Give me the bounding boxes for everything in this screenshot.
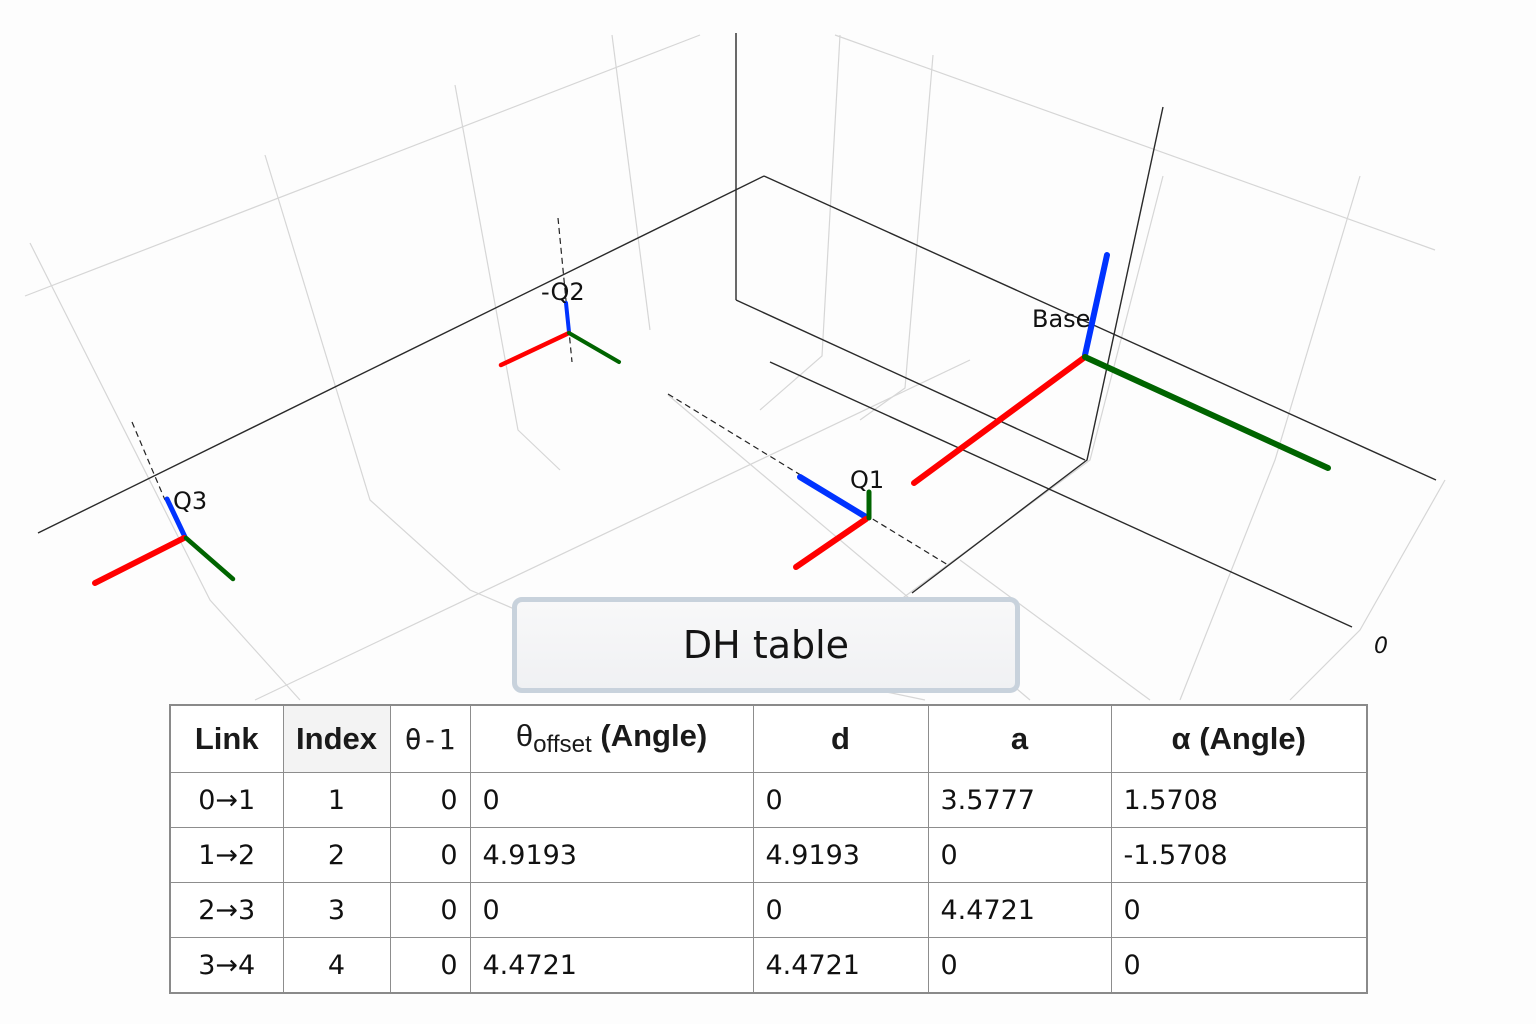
column-header-alpha: α (Angle)	[1110, 704, 1368, 773]
column-header-link: Link	[169, 704, 284, 773]
z-axis-icon	[164, 496, 188, 540]
cell-a: 0	[927, 937, 1112, 994]
frame-label-q2: -Q2	[541, 278, 585, 306]
cell-d: 4.9193	[752, 827, 929, 883]
z-axis-icon	[1082, 252, 1110, 358]
cell-index: 1	[282, 772, 391, 828]
offset-subscript: offset	[533, 731, 592, 759]
cell-theta-prev: 0	[389, 937, 471, 994]
z-axis-icon	[797, 474, 869, 520]
column-header-index[interactable]: Index	[282, 704, 391, 773]
cell-alpha: 1.5708	[1110, 772, 1368, 828]
frame-base[interactable]: Base	[911, 252, 1331, 486]
frame-q3[interactable]: Q3	[92, 487, 236, 586]
cell-theta-prev: 0	[389, 772, 471, 828]
bounding-box-edges	[37, 33, 1437, 628]
x-axis-icon	[498, 330, 572, 368]
cell-link: 1→2	[169, 827, 284, 883]
cell-d: 0	[752, 772, 929, 828]
cell-a: 0	[927, 827, 1112, 883]
frame-q1[interactable]: Q1	[793, 466, 884, 570]
y-axis-icon	[567, 331, 621, 364]
angle-suffix: (Angle)	[591, 718, 708, 754]
dh-table-button[interactable]: DH table	[512, 597, 1020, 693]
column-header-theta-offset: θoffset (Angle)	[469, 704, 754, 773]
cell-link: 2→3	[169, 882, 284, 938]
cell-theta-offset: 4.4721	[469, 937, 754, 994]
cell-theta-offset: 0	[469, 882, 754, 938]
x-axis-icon	[92, 535, 187, 586]
column-header-theta-prev: θ-1	[389, 704, 471, 773]
cell-theta-prev: 0	[389, 827, 471, 883]
x-axis-icon	[793, 516, 869, 570]
cell-index: 2	[282, 827, 391, 883]
table-row: 0→1 1 0 0 0 3.5777 1.5708	[169, 772, 1368, 828]
dh-parameter-table: Link Index θ-1 θoffset (Angle) d a α (An…	[169, 704, 1368, 994]
cell-theta-offset: 4.9193	[469, 827, 754, 883]
cell-a: 4.4721	[927, 882, 1112, 938]
cell-index: 3	[282, 882, 391, 938]
cell-a: 3.5777	[927, 772, 1112, 828]
y-axis-icon	[183, 535, 236, 582]
x-axis-icon	[911, 354, 1088, 486]
table-row: 1→2 2 0 4.9193 4.9193 0 -1.5708	[169, 827, 1368, 883]
cell-theta-prev: 0	[389, 882, 471, 938]
cell-alpha: -1.5708	[1110, 827, 1368, 883]
column-header-d: d	[752, 704, 929, 773]
table-row: 2→3 3 0 0 0 4.4721 0	[169, 882, 1368, 938]
y-axis-icon	[1082, 354, 1331, 471]
cell-theta-offset: 0	[469, 772, 754, 828]
link-dashed-lines	[131, 217, 949, 566]
cell-alpha: 0	[1110, 937, 1368, 994]
cell-alpha: 0	[1110, 882, 1368, 938]
frame-label-q1: Q1	[850, 466, 884, 494]
cell-link: 0→1	[169, 772, 284, 828]
theta-symbol: θ	[515, 718, 534, 754]
frame-q2[interactable]: -Q2	[498, 278, 621, 368]
frame-label-q3: Q3	[173, 487, 207, 515]
cell-link: 3→4	[169, 937, 284, 994]
column-header-a: a	[927, 704, 1112, 773]
z-axis-icon	[564, 301, 571, 334]
cell-index: 4	[282, 937, 391, 994]
table-row: 3→4 4 0 4.4721 4.4721 0 0	[169, 937, 1368, 994]
cell-d: 4.4721	[752, 937, 929, 994]
cell-d: 0	[752, 882, 929, 938]
dh-table-button-label: DH table	[682, 623, 850, 667]
table-header-row: Link Index θ-1 θoffset (Angle) d a α (An…	[169, 704, 1368, 773]
frame-label-base: Base	[1032, 305, 1090, 333]
axis-tick-label: 0	[1374, 634, 1388, 659]
